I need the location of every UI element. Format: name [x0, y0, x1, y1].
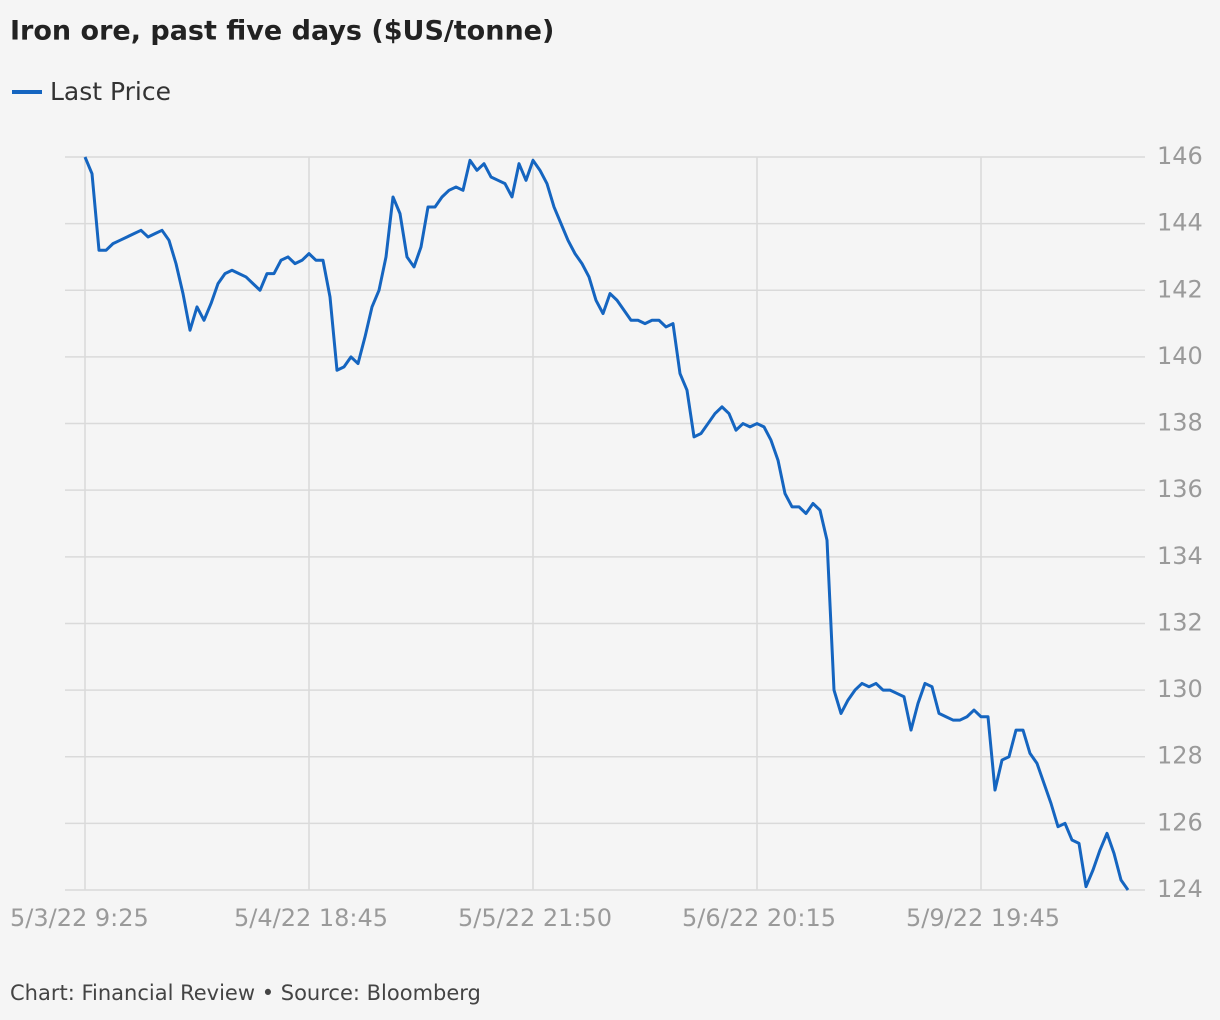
legend-label: Last Price	[50, 77, 171, 106]
x-tick-label: 5/5/22 21:50	[458, 904, 612, 932]
y-tick-label: 124	[1157, 875, 1203, 903]
y-tick-label: 136	[1157, 475, 1203, 503]
x-tick-label: 5/9/22 19:45	[906, 904, 1060, 932]
y-tick-label: 134	[1157, 542, 1203, 570]
x-tick-label: 5/4/22 18:45	[234, 904, 388, 932]
y-tick-label: 140	[1157, 342, 1203, 370]
price-line	[83, 156, 1130, 891]
y-tick-label: 132	[1157, 608, 1203, 636]
y-tick-label: 138	[1157, 409, 1203, 437]
chart-title: Iron ore, past five days ($US/tonne)	[10, 16, 554, 47]
x-tick-label: 5/3/22 9:25	[10, 904, 149, 932]
y-tick-label: 146	[1157, 142, 1203, 170]
y-tick-label: 128	[1157, 742, 1203, 770]
x-tick-label: 5/6/22 20:15	[682, 904, 836, 932]
y-tick-label: 144	[1157, 209, 1203, 237]
y-tick-label: 142	[1157, 275, 1203, 303]
footer: Chart: Financial Review • Source: Bloomb…	[10, 981, 481, 1005]
y-tick-label: 130	[1157, 675, 1203, 703]
y-tick-label: 126	[1157, 808, 1203, 836]
